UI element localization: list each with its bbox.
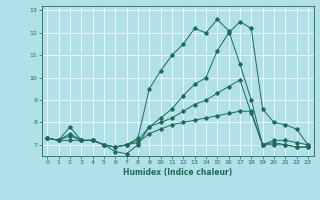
X-axis label: Humidex (Indice chaleur): Humidex (Indice chaleur): [123, 168, 232, 177]
